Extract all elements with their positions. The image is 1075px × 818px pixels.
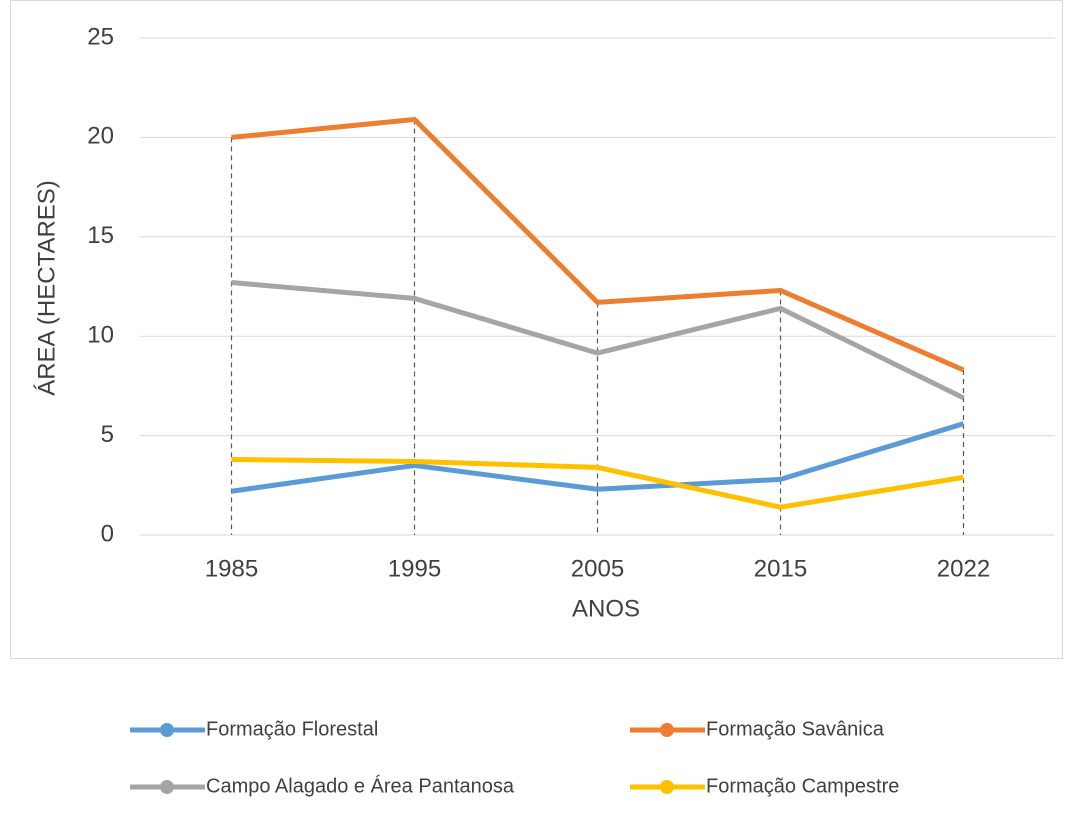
legend-label: Campo Alagado e Área Pantanosa — [206, 774, 515, 797]
legend-marker — [160, 780, 174, 794]
y-tick-label: 0 — [101, 520, 114, 547]
series-line — [231, 421, 965, 494]
x-tick-label: 2015 — [754, 555, 807, 582]
series-line — [231, 456, 964, 510]
chart-frame — [10, 0, 1063, 659]
x-axis-label: ANOS — [572, 595, 640, 622]
y-tick-label: 10 — [87, 322, 114, 349]
legend-label: Formação Campestre — [706, 775, 899, 797]
y-axis-label: ÁREA (HECTARES) — [33, 180, 60, 396]
x-tick-label: 2022 — [937, 555, 990, 582]
y-tick-label: 20 — [87, 123, 114, 150]
legend-label: Formação Florestal — [206, 718, 378, 740]
y-tick-label: 15 — [87, 222, 114, 249]
x-tick-label: 1995 — [388, 555, 441, 582]
legend-marker — [660, 723, 674, 737]
legend-label: Formação Savânica — [706, 718, 885, 740]
legend-marker — [660, 780, 674, 794]
y-tick-label: 5 — [101, 421, 114, 448]
series-line — [231, 280, 965, 401]
legend-marker — [160, 723, 174, 737]
y-tick-label: 25 — [87, 23, 114, 50]
x-tick-label: 2005 — [571, 555, 624, 582]
series-line — [231, 117, 965, 373]
x-tick-label: 1985 — [205, 555, 258, 582]
